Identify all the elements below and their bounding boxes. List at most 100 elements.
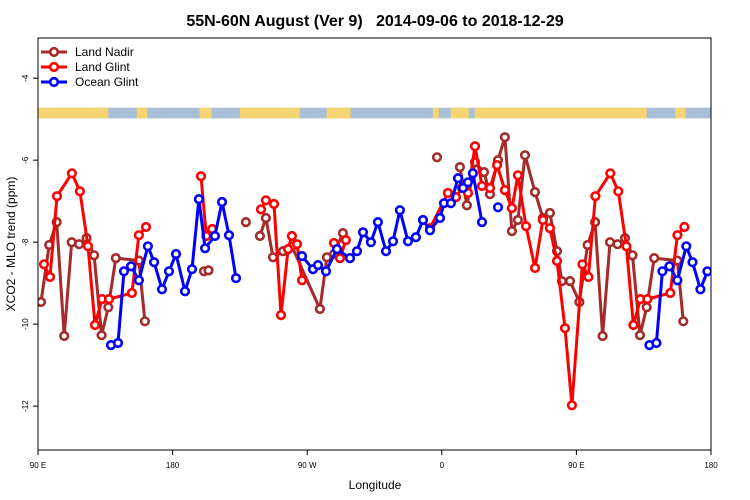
- data-point-land-glint: [520, 221, 532, 232]
- legend-label-ocean-glint: Ocean Glint: [75, 75, 139, 89]
- data-point-land-glint: [89, 319, 101, 331]
- data-point-ocean-glint: [394, 205, 406, 216]
- data-point-land-nadir: [627, 250, 638, 261]
- data-point-ocean-glint: [296, 251, 308, 262]
- data-point-land-glint: [103, 294, 115, 305]
- x-axis-label: Longitude: [349, 478, 402, 492]
- data-point-ocean-glint: [372, 217, 384, 228]
- strip-land: [474, 107, 647, 119]
- legend-label-land-glint: Land Glint: [75, 60, 130, 74]
- data-point-ocean-glint: [402, 236, 414, 247]
- data-point-land-nadir: [431, 152, 443, 163]
- data-point-land-glint: [559, 323, 571, 334]
- legend-marker-land-nadir: [48, 46, 60, 58]
- x-axis: 90 E 180 90 W 0 90 E 180: [30, 450, 718, 470]
- data-point-ocean-glint: [695, 284, 706, 295]
- x-tick-label: 90 W: [298, 461, 317, 470]
- data-point-land-glint: [621, 241, 632, 252]
- data-point-ocean-glint: [672, 275, 683, 286]
- strip-land: [432, 107, 439, 119]
- data-series: [38, 132, 711, 411]
- y-tick-label: -12: [21, 400, 30, 412]
- data-point-land-glint: [628, 319, 639, 331]
- data-point-ocean-glint: [492, 202, 504, 213]
- data-point-ocean-glint: [681, 241, 692, 252]
- data-point-ocean-glint: [320, 266, 332, 277]
- data-point-land-glint: [275, 310, 287, 321]
- data-point-ocean-glint: [186, 264, 198, 275]
- data-point-land-nadir: [254, 230, 266, 242]
- strip-land: [38, 107, 109, 119]
- data-point-ocean-glint: [193, 194, 204, 205]
- data-point-ocean-glint: [142, 241, 153, 252]
- data-point-land-glint: [51, 191, 63, 202]
- data-point-land-nadir: [96, 330, 107, 341]
- data-point-land-glint: [583, 271, 594, 283]
- legend-marker-land-glint: [48, 61, 60, 73]
- data-point-land-nadir: [597, 330, 608, 342]
- data-point-land-nadir: [506, 226, 518, 237]
- data-point-land-glint: [537, 214, 549, 226]
- data-point-ocean-glint: [651, 337, 662, 349]
- data-point-land-glint: [140, 221, 152, 233]
- y-axis-label: XCO2 - MLO trend (ppm): [4, 177, 18, 312]
- data-point-ocean-glint: [657, 266, 668, 277]
- data-point-land-glint: [665, 287, 676, 299]
- data-point-land-nadir: [454, 162, 466, 173]
- data-point-land-glint: [484, 182, 496, 194]
- data-point-land-glint: [133, 230, 144, 241]
- data-point-ocean-glint: [476, 217, 488, 228]
- data-point-ocean-glint: [179, 286, 191, 297]
- data-point-land-nadir: [564, 276, 576, 287]
- series-ocean-glint: [105, 168, 711, 351]
- data-point-land-glint: [66, 168, 77, 179]
- data-point-land-nadir: [139, 316, 150, 327]
- data-point-ocean-glint: [216, 196, 228, 208]
- data-point-land-glint: [296, 275, 308, 286]
- data-point-ocean-glint: [434, 212, 446, 224]
- data-point-land-glint: [74, 186, 85, 197]
- data-point-ocean-glint: [387, 236, 399, 247]
- data-point-land-glint: [613, 186, 624, 197]
- legend-label-land-nadir: Land Nadir: [75, 45, 134, 59]
- data-point-ocean-glint: [365, 237, 377, 248]
- data-point-land-nadir: [88, 250, 100, 261]
- data-point-land-glint: [442, 187, 454, 199]
- data-point-ocean-glint: [664, 261, 675, 272]
- data-point-land-nadir: [641, 302, 652, 313]
- data-point-ocean-glint: [112, 337, 124, 349]
- data-point-land-glint: [82, 241, 94, 252]
- data-point-ocean-glint: [410, 232, 422, 243]
- data-point-ocean-glint: [445, 198, 457, 209]
- land-ocean-strip: [38, 107, 711, 119]
- legend-item-ocean-glint: Ocean Glint: [41, 75, 139, 89]
- data-point-land-glint: [679, 221, 690, 233]
- data-point-land-nadir: [461, 200, 473, 211]
- data-point-ocean-glint: [331, 244, 343, 255]
- data-point-land-glint: [544, 223, 556, 234]
- data-point-ocean-glint: [230, 273, 242, 284]
- data-point-land-nadir: [499, 132, 511, 143]
- data-point-land-nadir: [612, 239, 623, 250]
- data-point-land-glint: [195, 171, 207, 182]
- data-point-land-glint: [38, 259, 50, 270]
- data-point-ocean-glint: [125, 261, 137, 272]
- strip-ocean: [38, 107, 711, 119]
- data-point-ocean-glint: [351, 246, 363, 257]
- data-point-land-glint: [506, 203, 518, 214]
- data-point-land-glint: [512, 170, 524, 181]
- strip-land: [326, 107, 351, 119]
- y-axis: -4 -6 -8 -10 -12: [21, 74, 38, 412]
- data-point-land-nadir: [544, 207, 556, 219]
- data-point-land-glint: [672, 230, 683, 241]
- data-point-land-glint: [44, 271, 56, 283]
- data-point-land-glint: [566, 400, 578, 411]
- data-point-ocean-glint: [357, 227, 369, 238]
- series-line-land-glint: [42, 171, 148, 327]
- strip-land: [675, 107, 686, 119]
- strip-land: [199, 107, 212, 119]
- data-point-ocean-glint: [424, 225, 436, 236]
- data-point-land-nadir: [519, 150, 531, 161]
